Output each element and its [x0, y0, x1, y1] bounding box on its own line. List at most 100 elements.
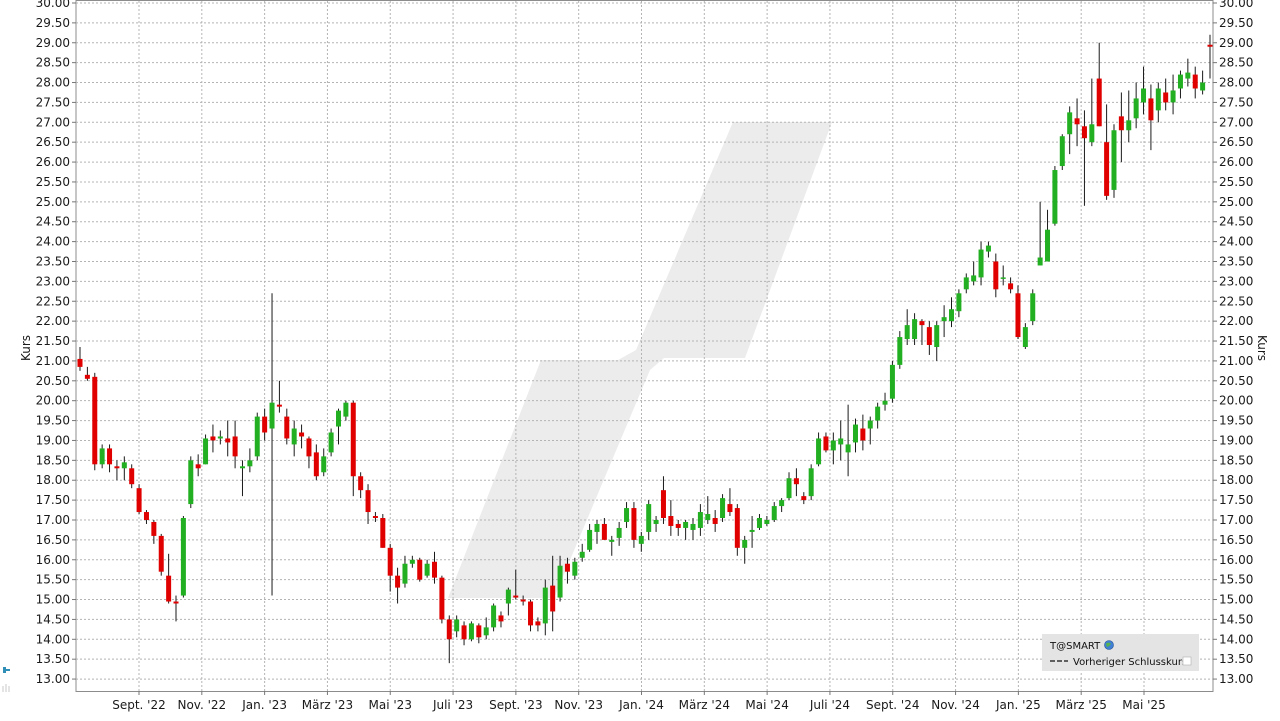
candle-body [387, 547, 393, 576]
y-tick-label-right: 29.00 [1219, 36, 1253, 50]
candle-down [564, 557, 570, 584]
y-axis-left: 13.00 13.50 14.00 14.50 15.00 15.50 16.00 16.50… [36, 0, 76, 686]
candle-body [358, 476, 364, 491]
scroll-handle-icon[interactable] [2, 667, 10, 692]
candle-body [1081, 126, 1087, 139]
candle-down [276, 380, 282, 413]
candle-up [1200, 70, 1206, 95]
y-tick-label-right: 29.50 [1219, 16, 1253, 30]
candle-body [712, 518, 718, 524]
candle-down [919, 319, 925, 346]
candle-up [978, 241, 984, 286]
candle-up [579, 543, 585, 562]
candle-up [742, 535, 748, 564]
candle-down [262, 408, 268, 441]
candle-body [1155, 88, 1161, 111]
candle-body [188, 460, 194, 505]
y-tick-label-right: 21.00 [1219, 354, 1253, 368]
candle-down [365, 484, 371, 524]
candle-body [897, 337, 903, 365]
candle-down [107, 444, 113, 473]
candle-down [631, 502, 637, 548]
candle-up [816, 432, 822, 467]
legend-checkbox[interactable] [1182, 656, 1192, 666]
candle-down [1074, 98, 1080, 147]
y-tick-label-right: 19.00 [1219, 433, 1253, 447]
candle-body [1111, 130, 1117, 190]
candle-down [1096, 42, 1102, 127]
candle-body [631, 508, 637, 540]
x-tick-label: Sept. '24 [866, 698, 920, 712]
candle-body [247, 460, 253, 467]
candle-down [535, 617, 541, 632]
globe-icon[interactable] [1104, 640, 1114, 650]
candle-down [793, 468, 799, 497]
candle-body [129, 468, 135, 485]
candle-down [136, 484, 142, 515]
candle-body [313, 452, 319, 477]
candle-up [247, 448, 253, 473]
candle-body [1022, 327, 1028, 347]
candle-down [313, 444, 319, 481]
candle-body [136, 488, 142, 513]
y-tick-label-right: 28.00 [1219, 76, 1253, 90]
y-tick-label-right: 23.00 [1219, 274, 1253, 288]
x-tick-label: Jan. '24 [618, 698, 664, 712]
candle-up [786, 472, 792, 501]
x-tick-label: Nov. '23 [554, 698, 603, 712]
candle-up [483, 617, 489, 640]
candle-down [734, 504, 740, 556]
candle-up [402, 555, 408, 588]
candle-down [446, 615, 452, 664]
candle-down [306, 436, 312, 469]
candle-up [904, 309, 910, 346]
candle-body [564, 563, 570, 572]
x-tick-label: März '24 [679, 698, 730, 712]
y-tick-label-left: 21.50 [36, 334, 70, 348]
candle-body [941, 317, 947, 322]
candle-down [1207, 34, 1213, 79]
candle-body [1163, 92, 1169, 103]
candle-body [993, 261, 999, 290]
candle-down [476, 623, 482, 644]
candle-body [683, 521, 689, 528]
candle-body [92, 376, 98, 465]
plot-area-border [75, 0, 1214, 692]
candle-down [660, 476, 666, 524]
candle-up [542, 579, 548, 636]
candle-body [816, 438, 822, 465]
candle-up [343, 400, 349, 421]
candle-body [269, 402, 275, 429]
candle-down [1118, 92, 1124, 163]
y-tick-label-left: 25.00 [36, 195, 70, 209]
x-tick-label: Sept. '22 [112, 698, 166, 712]
x-tick-label: Juli '24 [809, 698, 850, 712]
candle-up [180, 516, 186, 598]
candle-body [830, 440, 836, 451]
candle-body [372, 516, 378, 519]
candle-body [978, 249, 984, 278]
candle-body [646, 504, 652, 532]
candle-body [1089, 124, 1095, 143]
legend-previous-close: Vorheriger Schlusskurs [1073, 657, 1187, 668]
y-tick-label-left: 15.00 [36, 593, 70, 607]
candle-body [793, 478, 799, 485]
candle-up [720, 494, 726, 522]
candle-body [845, 444, 851, 453]
candle-body [668, 516, 674, 526]
candle-up [934, 321, 940, 361]
candle-up [409, 555, 415, 568]
y-axis-title-right: Kurs [1255, 335, 1269, 361]
candles [77, 34, 1213, 664]
candle-up [1170, 74, 1176, 115]
candle-body [468, 623, 474, 640]
candle-body [779, 500, 785, 507]
candle-up [572, 557, 578, 580]
candle-body [461, 625, 467, 640]
candle-up [889, 360, 895, 403]
y-tick-label-left: 24.50 [36, 215, 70, 229]
y-tick-label-right: 28.50 [1219, 56, 1253, 70]
candle-body [432, 561, 438, 578]
candle-up [638, 531, 644, 552]
